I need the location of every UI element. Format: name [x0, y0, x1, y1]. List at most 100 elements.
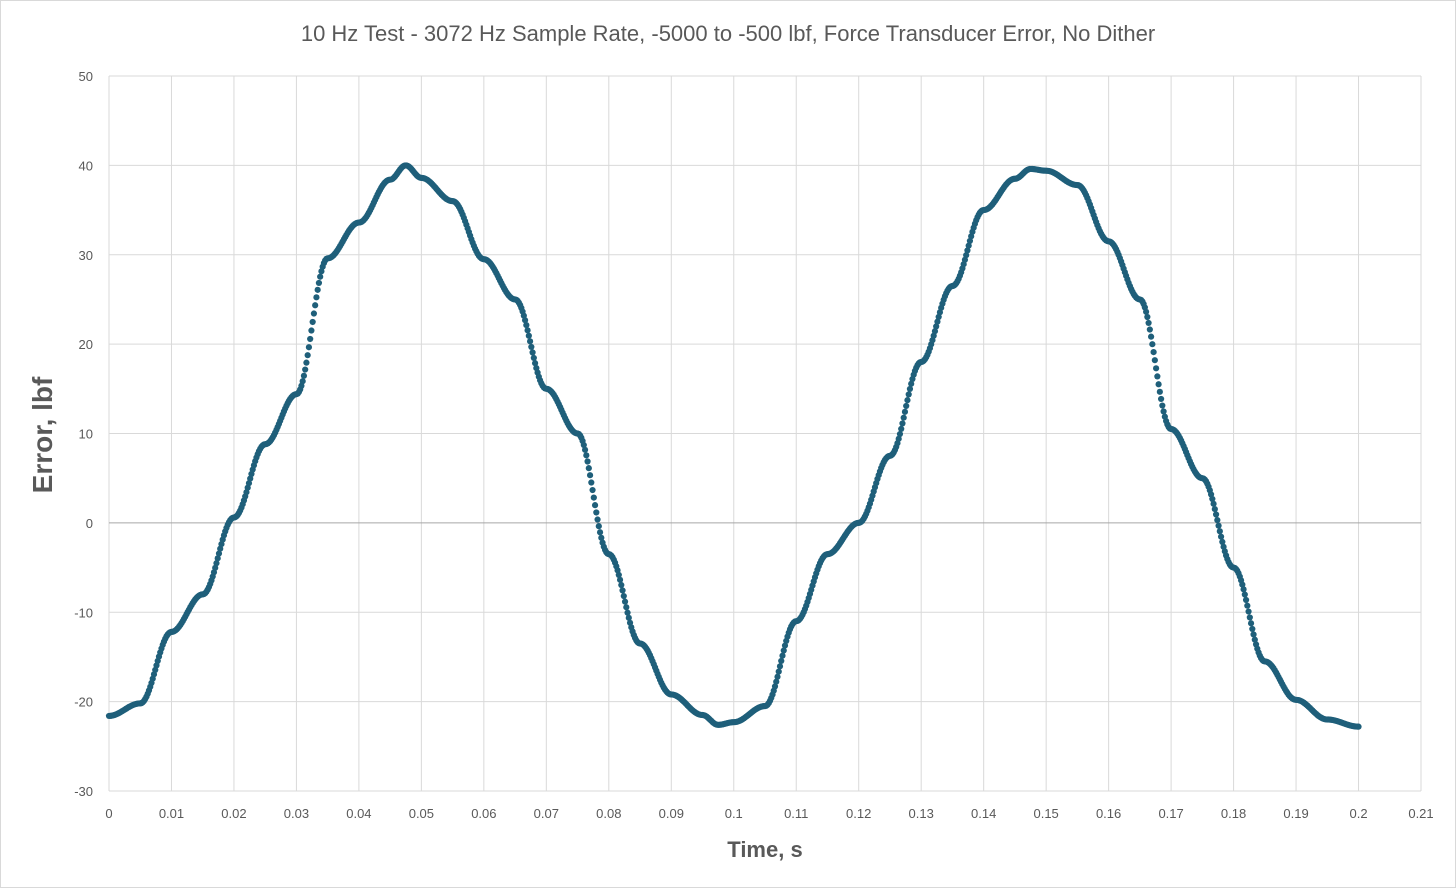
y-tick-label: 30: [79, 248, 93, 263]
data-point: [310, 310, 318, 317]
data-point: [586, 472, 594, 479]
data-point: [589, 486, 596, 494]
data-point: [307, 335, 314, 343]
data-point: [1143, 308, 1150, 315]
data-point: [908, 380, 915, 387]
data-point: [213, 560, 220, 567]
x-tick-label: 0.1: [725, 806, 743, 821]
data-point: [308, 327, 315, 334]
y-tick-label: -10: [74, 605, 93, 620]
x-axis-title: Time, s: [727, 837, 802, 862]
data-point: [1153, 365, 1160, 372]
data-point: [900, 414, 907, 421]
data-point: [1240, 586, 1247, 593]
data-point: [1212, 511, 1220, 518]
data-point: [903, 402, 910, 410]
y-tick-label: 40: [79, 158, 93, 173]
data-point: [773, 678, 780, 685]
data-point: [898, 425, 905, 432]
data-point: [1251, 636, 1258, 643]
y-tick-label: 0: [86, 516, 93, 531]
x-tick-label: 0.17: [1158, 806, 1183, 821]
data-point: [1158, 395, 1165, 403]
data-point: [1216, 528, 1223, 535]
data-point: [1355, 723, 1362, 730]
data-point: [526, 338, 534, 345]
data-point: [591, 502, 599, 509]
data-point: [583, 452, 590, 459]
data-point: [596, 529, 604, 536]
data-point: [521, 317, 529, 324]
data-point: [934, 318, 941, 325]
x-tick-label: 0.05: [409, 806, 434, 821]
data-point: [963, 252, 970, 259]
x-tick-label: 0.19: [1283, 806, 1308, 821]
data-point: [1144, 313, 1151, 321]
data-point: [530, 354, 537, 362]
data-point: [300, 372, 308, 379]
data-point: [771, 683, 779, 690]
data-point: [593, 509, 600, 516]
grid-layer: [108, 75, 1422, 792]
data-point: [1215, 522, 1222, 529]
data-point: [1217, 533, 1225, 540]
x-tick-label: 0.09: [659, 806, 684, 821]
data-point: [616, 576, 624, 583]
data-point: [528, 343, 535, 351]
y-tick-label: 20: [79, 337, 93, 352]
x-tick-label: 0.2: [1349, 806, 1367, 821]
data-point: [584, 458, 591, 465]
x-tick-label: 0.15: [1033, 806, 1058, 821]
data-point: [896, 430, 904, 438]
x-tick-label: 0.02: [221, 806, 246, 821]
data-point: [618, 581, 625, 589]
data-point: [779, 652, 786, 659]
data-point: [585, 465, 592, 472]
x-tick-label: 0.04: [346, 806, 371, 821]
data-point: [1211, 505, 1218, 513]
data-point: [933, 323, 940, 330]
y-axis-title: Error, lbf: [27, 376, 58, 493]
data-point: [1246, 614, 1253, 621]
data-point: [1160, 408, 1167, 415]
data-point: [1249, 625, 1256, 633]
data-point: [1250, 631, 1257, 638]
data-point: [215, 550, 223, 557]
data-point: [299, 378, 306, 385]
data-point: [1245, 608, 1252, 615]
data-point: [620, 592, 627, 600]
data-point: [314, 286, 321, 293]
data-point: [1148, 333, 1155, 340]
data-point: [525, 332, 532, 339]
data-point: [899, 420, 906, 427]
data-point: [1247, 620, 1255, 627]
data-point: [313, 294, 320, 301]
x-tick-label: 0.14: [971, 806, 996, 821]
data-point: [595, 523, 602, 530]
data-point: [623, 604, 630, 611]
data-point: [1219, 538, 1226, 546]
data-point: [317, 273, 324, 280]
data-point: [212, 564, 219, 571]
data-point: [1154, 373, 1161, 380]
data-point: [965, 242, 972, 249]
data-point: [598, 534, 605, 541]
data-point: [778, 657, 785, 665]
x-tick-label: 0.07: [534, 806, 559, 821]
data-point: [1209, 495, 1216, 503]
x-tick-label: 0: [105, 806, 112, 821]
x-tick-label: 0.08: [596, 806, 621, 821]
data-point: [624, 609, 631, 616]
data-point: [302, 366, 309, 373]
data-point: [905, 391, 912, 398]
data-point: [901, 408, 909, 415]
data-point: [625, 614, 632, 621]
data-point: [904, 397, 911, 404]
x-tick-label: 0.11: [784, 806, 808, 821]
data-point: [529, 349, 536, 356]
data-point: [1155, 381, 1162, 388]
data-point: [305, 344, 313, 351]
data-point: [895, 435, 902, 442]
data-point: [1239, 581, 1246, 588]
